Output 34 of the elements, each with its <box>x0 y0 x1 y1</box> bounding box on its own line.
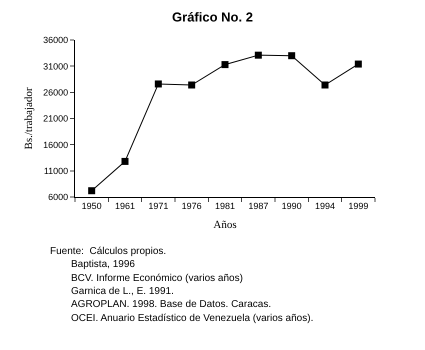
y-tick-label: 11000 <box>44 166 68 176</box>
y-tick-label: 16000 <box>43 140 68 150</box>
point <box>354 60 362 68</box>
text: Garnica de L., E. 1991. <box>71 286 174 297</box>
y-tick-label: 6000 <box>48 192 68 202</box>
text: BCV. Informe Económico (varios años) <box>71 273 243 284</box>
y-axis-title: Bs./trabajador <box>22 87 35 150</box>
point <box>288 52 296 60</box>
x-tick-label: 1961 <box>114 200 136 211</box>
point <box>88 187 96 194</box>
point <box>254 52 262 59</box>
point <box>122 158 128 165</box>
x-tick-label: 1981 <box>214 200 236 211</box>
text: AGROPLAN. 1998. Base de Datos. Caracas. <box>71 299 272 310</box>
text: OCEI. Anuario Estadístico de Venezuela (varios años). <box>71 313 314 324</box>
x-tick-label: 1971 <box>148 200 168 211</box>
x-axis-title: Años <box>213 219 237 231</box>
chart-title: Gráfico No. 2 <box>172 9 253 24</box>
y-tick-label: 31000 <box>43 61 68 72</box>
x-tick-label: 1976 <box>182 200 202 211</box>
point <box>154 80 162 88</box>
x-tick-label: 1999 <box>348 200 368 211</box>
y-tick-label: 36000 <box>43 35 68 46</box>
point <box>222 61 228 68</box>
x-tick-label: 1950 <box>82 200 102 211</box>
text: Baptista, 1996 <box>71 259 136 270</box>
x-tick-label: 1987 <box>248 200 268 211</box>
y-tick-label: 26000 <box>43 87 68 98</box>
point <box>322 82 328 89</box>
source-note: Fuente: Cálculos propios. <box>50 246 166 257</box>
x-tick-label: 1990 <box>282 200 302 211</box>
y-tick-label: 21000 <box>43 114 68 124</box>
point <box>188 82 196 89</box>
x-tick-label: 1994 <box>314 200 336 211</box>
